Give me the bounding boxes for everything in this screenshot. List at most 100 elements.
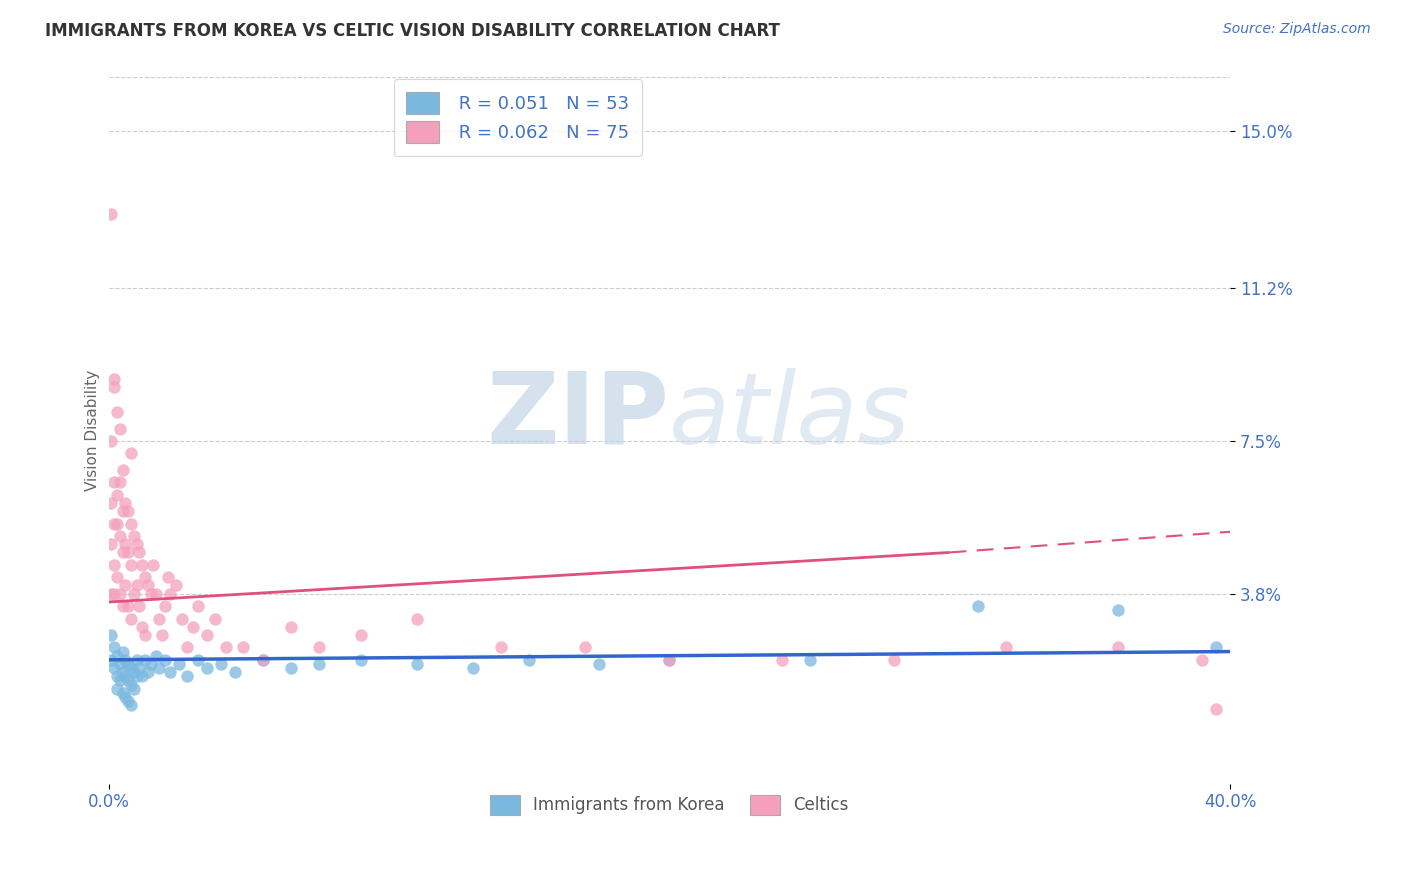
- Point: [117, 673, 139, 688]
- Point: [125, 537, 148, 551]
- Point: [122, 529, 145, 543]
- Point: [105, 516, 128, 531]
- Point: [103, 640, 125, 655]
- Point: [209, 657, 232, 671]
- Point: [148, 611, 170, 625]
- Point: [1205, 702, 1227, 716]
- Point: [350, 653, 373, 667]
- Point: [148, 661, 170, 675]
- Point: [105, 405, 128, 419]
- Text: Source: ZipAtlas.com: Source: ZipAtlas.com: [1223, 22, 1371, 37]
- Point: [187, 653, 209, 667]
- Point: [125, 669, 148, 683]
- Point: [117, 545, 139, 559]
- Point: [108, 587, 131, 601]
- Point: [114, 690, 136, 704]
- Point: [105, 487, 128, 501]
- Text: atlas: atlas: [669, 368, 911, 465]
- Point: [176, 640, 198, 655]
- Point: [280, 620, 302, 634]
- Point: [117, 599, 139, 614]
- Point: [280, 661, 302, 675]
- Point: [195, 628, 218, 642]
- Point: [117, 504, 139, 518]
- Point: [181, 620, 204, 634]
- Point: [100, 653, 122, 667]
- Point: [588, 657, 610, 671]
- Point: [120, 677, 142, 691]
- Point: [114, 496, 136, 510]
- Point: [100, 434, 122, 448]
- Point: [105, 669, 128, 683]
- Point: [232, 640, 254, 655]
- Point: [1107, 640, 1129, 655]
- Point: [994, 640, 1017, 655]
- Point: [153, 599, 176, 614]
- Point: [103, 516, 125, 531]
- Point: [128, 599, 150, 614]
- Point: [111, 463, 134, 477]
- Point: [204, 611, 226, 625]
- Point: [145, 587, 167, 601]
- Point: [108, 421, 131, 435]
- Point: [125, 653, 148, 667]
- Point: [136, 665, 159, 680]
- Point: [134, 653, 156, 667]
- Point: [108, 657, 131, 671]
- Y-axis label: Vision Disability: Vision Disability: [86, 370, 100, 491]
- Point: [108, 475, 131, 490]
- Point: [105, 681, 128, 696]
- Point: [159, 587, 181, 601]
- Point: [122, 587, 145, 601]
- Point: [111, 599, 134, 614]
- Point: [139, 657, 162, 671]
- Point: [103, 380, 125, 394]
- Point: [799, 653, 821, 667]
- Point: [167, 657, 190, 671]
- Point: [134, 570, 156, 584]
- Point: [165, 578, 187, 592]
- Point: [120, 611, 142, 625]
- Point: [224, 665, 246, 680]
- Point: [111, 686, 134, 700]
- Point: [117, 694, 139, 708]
- Point: [131, 558, 153, 572]
- Point: [142, 558, 165, 572]
- Point: [108, 673, 131, 688]
- Point: [156, 570, 179, 584]
- Point: [111, 504, 134, 518]
- Point: [120, 661, 142, 675]
- Point: [120, 516, 142, 531]
- Point: [517, 653, 540, 667]
- Point: [134, 628, 156, 642]
- Point: [122, 681, 145, 696]
- Point: [100, 537, 122, 551]
- Point: [176, 669, 198, 683]
- Point: [966, 599, 988, 614]
- Legend: Immigrants from Korea, Celtics: Immigrants from Korea, Celtics: [479, 784, 859, 825]
- Point: [122, 665, 145, 680]
- Point: [139, 587, 162, 601]
- Point: [120, 558, 142, 572]
- Point: [103, 661, 125, 675]
- Point: [120, 446, 142, 460]
- Point: [108, 529, 131, 543]
- Point: [658, 653, 681, 667]
- Point: [406, 611, 429, 625]
- Point: [125, 578, 148, 592]
- Point: [103, 587, 125, 601]
- Point: [658, 653, 681, 667]
- Point: [489, 640, 512, 655]
- Point: [159, 665, 181, 680]
- Point: [136, 578, 159, 592]
- Point: [103, 372, 125, 386]
- Point: [308, 640, 330, 655]
- Point: [252, 653, 274, 667]
- Point: [111, 644, 134, 658]
- Point: [195, 661, 218, 675]
- Point: [252, 653, 274, 667]
- Point: [215, 640, 238, 655]
- Point: [114, 669, 136, 683]
- Point: [153, 653, 176, 667]
- Point: [131, 620, 153, 634]
